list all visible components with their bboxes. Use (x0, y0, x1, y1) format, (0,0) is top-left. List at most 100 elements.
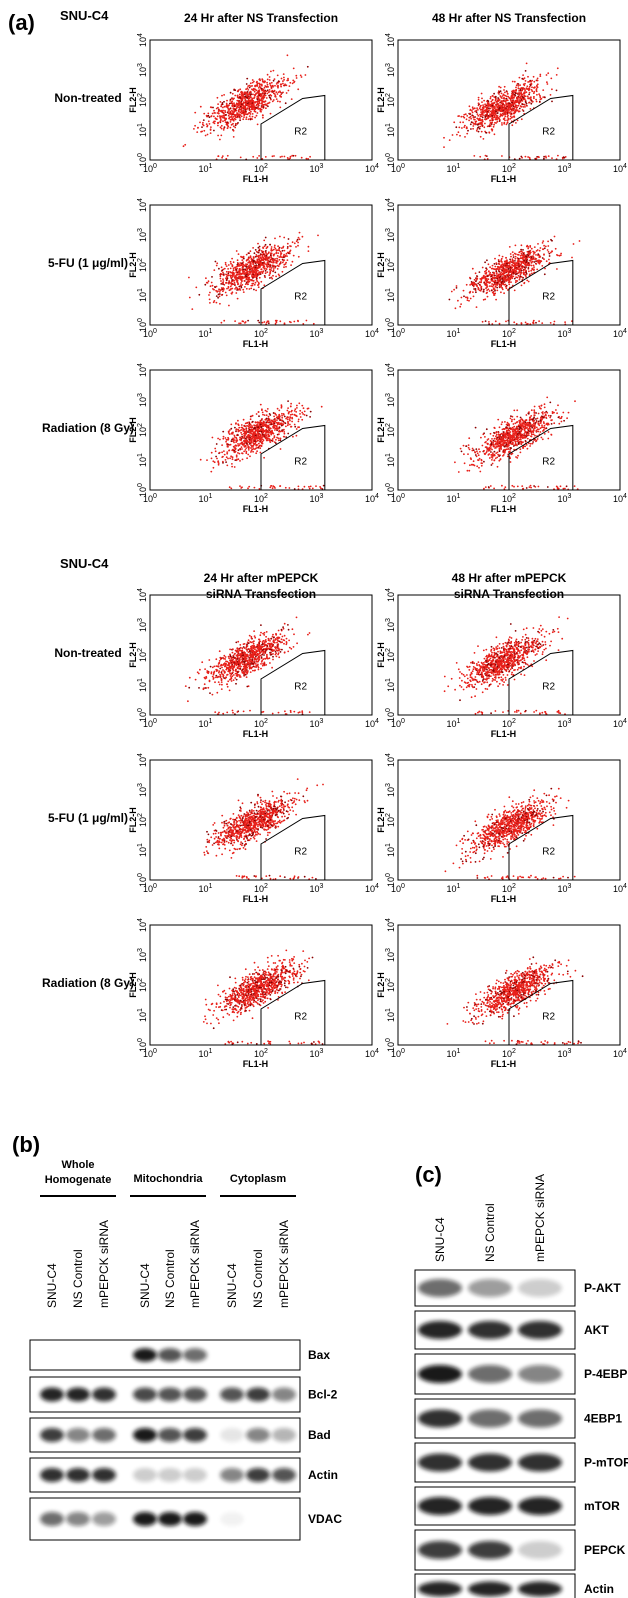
event-dot (263, 89, 265, 91)
event-dot (203, 125, 205, 127)
event-dot (267, 439, 269, 441)
tick-base: 10 (386, 127, 396, 137)
tick-exponent: 4 (137, 363, 144, 367)
event-dot (254, 108, 256, 110)
event-dot (195, 287, 197, 289)
event-dot (488, 131, 490, 133)
event-dot (513, 90, 515, 92)
event-dot (256, 413, 258, 415)
event-dot (511, 102, 513, 104)
event-dot (265, 259, 267, 261)
event-dot (538, 156, 540, 158)
event-dot (258, 256, 260, 258)
event-dot (235, 292, 237, 294)
event-dot (256, 157, 258, 159)
event-dot (290, 264, 292, 266)
event-dot (516, 105, 518, 107)
event-dot (210, 128, 212, 130)
tick-exponent: 1 (385, 288, 392, 292)
event-dot (518, 275, 520, 277)
event-dot (231, 116, 233, 118)
event-dot (282, 92, 284, 94)
event-dot (266, 86, 268, 88)
event-dot (287, 247, 289, 249)
event-dot (262, 247, 264, 249)
event-dot (275, 323, 277, 325)
tick-exponent: 1 (385, 123, 392, 127)
event-dot (261, 409, 263, 411)
event-dot (242, 271, 244, 273)
event-dot (518, 261, 520, 263)
event-dot (226, 279, 228, 281)
tick-base: 10 (199, 329, 209, 339)
event-dot (226, 439, 228, 441)
event-dot (474, 124, 476, 126)
event-dot (533, 320, 535, 322)
event-dot (273, 261, 275, 263)
event-dot (205, 135, 207, 137)
event-dot (538, 262, 540, 264)
event-dot (485, 155, 487, 157)
event-dot (270, 252, 272, 254)
event-dot (495, 432, 497, 434)
event-dot (236, 266, 238, 268)
event-dot (513, 321, 515, 323)
event-dot (472, 268, 474, 270)
event-dot (542, 242, 544, 244)
event-dot (272, 275, 274, 277)
event-dot (247, 279, 249, 281)
event-dot (499, 323, 501, 325)
event-dot (464, 136, 466, 138)
event-dot (252, 446, 254, 448)
event-dot (501, 287, 503, 289)
event-dot (246, 288, 248, 290)
event-dot (536, 250, 538, 252)
event-dot (461, 127, 463, 129)
y-axis-label: FL2-H (376, 87, 386, 113)
event-dot (551, 251, 553, 253)
event-dot (274, 78, 276, 80)
event-dot (214, 448, 216, 450)
event-dot (245, 321, 247, 323)
event-dot (218, 268, 220, 270)
event-dot (281, 422, 283, 424)
event-dot (283, 431, 285, 433)
event-dot (571, 257, 573, 259)
tick-exponent: 4 (375, 163, 379, 170)
event-dot (516, 457, 518, 459)
event-dot (218, 109, 220, 111)
event-dot (274, 245, 276, 247)
event-dot (520, 106, 522, 108)
tick-exponent: 4 (623, 328, 627, 335)
event-dot (240, 97, 242, 99)
event-dot (475, 272, 477, 274)
event-dot (254, 252, 256, 254)
event-dot (249, 432, 251, 434)
event-dot (221, 95, 223, 97)
event-dot (229, 103, 231, 105)
event-dot (536, 158, 538, 160)
event-dot (281, 420, 283, 422)
event-dot (263, 95, 265, 97)
event-dot (460, 116, 462, 118)
event-dot (556, 268, 558, 270)
event-dot (518, 252, 520, 254)
event-dot (543, 253, 545, 255)
event-dot (498, 260, 500, 262)
event-dot (241, 103, 243, 105)
event-dot (268, 91, 270, 93)
event-dot (224, 111, 226, 113)
event-dot (514, 265, 516, 267)
event-dot (306, 158, 308, 160)
event-dot (222, 438, 224, 440)
event-dot (515, 122, 517, 124)
event-dot (217, 155, 219, 157)
event-dot (501, 282, 503, 284)
event-dot (490, 114, 492, 116)
event-dot (273, 424, 275, 426)
event-dot (531, 256, 533, 258)
event-dot (261, 101, 263, 103)
event-dot (470, 128, 472, 130)
event-dot (262, 98, 264, 100)
event-dot (513, 423, 515, 425)
